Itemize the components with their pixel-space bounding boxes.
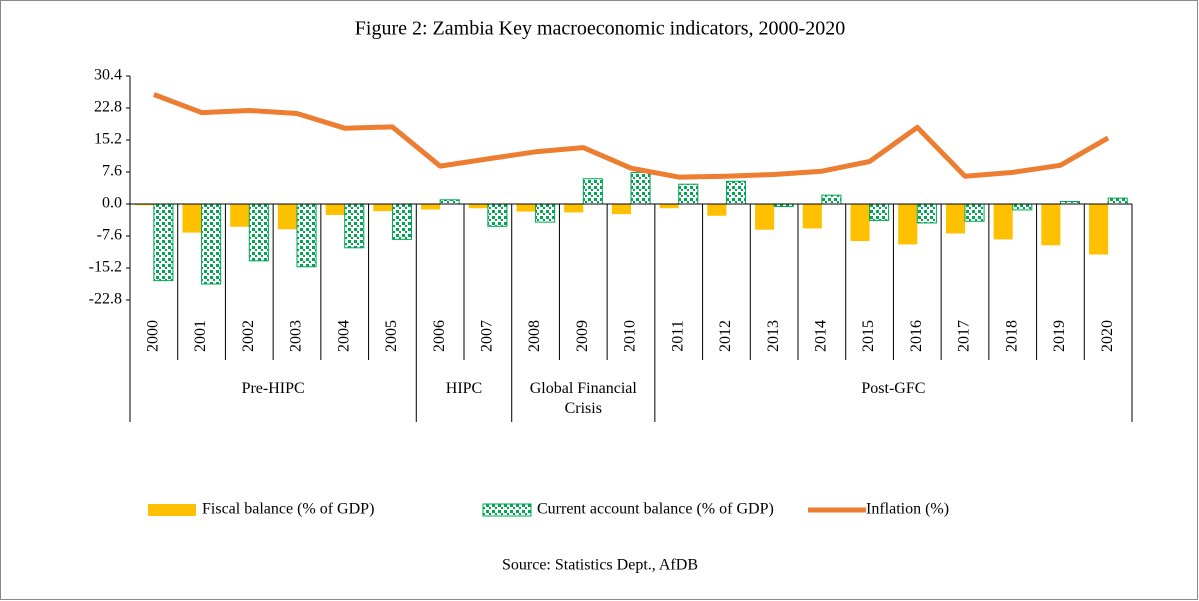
x-tick-label: 2009 bbox=[574, 320, 591, 352]
group-label-line: Global Financial bbox=[530, 380, 638, 397]
group-label-line: Pre-HIPC bbox=[242, 380, 305, 397]
bar bbox=[993, 204, 1013, 240]
bar bbox=[344, 203, 365, 249]
bar bbox=[391, 203, 413, 240]
bar bbox=[296, 203, 317, 268]
x-tick-label: 2019 bbox=[1051, 320, 1068, 352]
bar bbox=[1012, 203, 1033, 211]
legend-label: Fiscal balance (% of GDP) bbox=[202, 501, 374, 518]
x-tick-label: 2010 bbox=[622, 320, 639, 352]
bar bbox=[153, 203, 174, 282]
bar bbox=[277, 204, 297, 230]
bar bbox=[582, 178, 603, 205]
bar bbox=[898, 204, 918, 245]
x-tick-label: 2020 bbox=[1099, 320, 1116, 352]
bar bbox=[373, 204, 393, 212]
group-label-line: Crisis bbox=[565, 400, 602, 417]
bar bbox=[439, 199, 460, 205]
bar bbox=[945, 204, 965, 234]
bar bbox=[535, 203, 556, 223]
bar bbox=[201, 203, 222, 285]
bar bbox=[1089, 204, 1109, 255]
x-tick-label: 2011 bbox=[669, 320, 686, 351]
x-tick-label: 2006 bbox=[431, 320, 448, 352]
x-tick-label: 2013 bbox=[765, 320, 782, 352]
bar bbox=[468, 204, 488, 209]
chart-title: Figure 2: Zambia Key macroeconomic indic… bbox=[355, 18, 845, 40]
bar bbox=[230, 204, 250, 227]
bar bbox=[850, 204, 870, 242]
bar bbox=[1041, 204, 1061, 246]
group-label-line: HIPC bbox=[446, 380, 482, 397]
group-label: Pre-HIPC bbox=[242, 380, 305, 397]
y-tick-label: -15.2 bbox=[89, 259, 122, 276]
x-tick-label: 2007 bbox=[479, 320, 496, 352]
group-label: Post-GFC bbox=[861, 380, 925, 397]
source: Source: Statistics Dept., AfDB bbox=[502, 557, 698, 574]
x-tick-label: 2012 bbox=[717, 320, 734, 352]
y-tick-label: -7.6 bbox=[97, 227, 122, 244]
y-tick-label: 22.8 bbox=[94, 99, 122, 116]
group-label-line: Post-GFC bbox=[861, 380, 925, 397]
group-label: HIPC bbox=[446, 380, 482, 397]
line bbox=[153, 92, 1110, 180]
x-tick-label: 2005 bbox=[383, 320, 400, 352]
x-tick-label: 2017 bbox=[956, 320, 973, 352]
x-tick-label: 2004 bbox=[335, 320, 352, 352]
bar bbox=[869, 203, 890, 221]
x-tick-label: 2003 bbox=[288, 320, 305, 352]
y-tick-label: 0.0 bbox=[102, 195, 122, 212]
bar bbox=[725, 180, 747, 205]
bar bbox=[134, 204, 154, 206]
bar bbox=[659, 204, 679, 209]
group-label: Global Financial Crisis bbox=[530, 380, 638, 417]
x-tick-label: 2008 bbox=[526, 320, 543, 352]
legend-swatch bbox=[148, 504, 196, 516]
bar bbox=[707, 204, 727, 216]
bar bbox=[516, 204, 536, 212]
bar bbox=[916, 203, 937, 224]
bar bbox=[421, 204, 441, 210]
x-tick-label: 2015 bbox=[860, 320, 877, 352]
bar bbox=[564, 204, 584, 213]
y-tick-label: 15.2 bbox=[94, 131, 122, 148]
y-tick-label: 30.4 bbox=[94, 67, 122, 84]
x-tick-label: 2001 bbox=[192, 320, 209, 352]
bar bbox=[630, 171, 651, 205]
y-tick-label: -22.8 bbox=[89, 291, 122, 308]
bar bbox=[1107, 197, 1128, 205]
bar bbox=[487, 203, 508, 227]
x-tick-label: 2016 bbox=[908, 320, 925, 352]
bar bbox=[755, 204, 775, 230]
bar bbox=[678, 183, 699, 205]
bar bbox=[821, 194, 842, 205]
bar bbox=[802, 204, 822, 229]
bar bbox=[325, 204, 345, 215]
bar bbox=[182, 204, 202, 233]
x-tick-label: 2018 bbox=[1003, 320, 1020, 352]
x-tick-label: 2002 bbox=[240, 320, 257, 352]
bar bbox=[248, 203, 269, 262]
x-tick-label: 2014 bbox=[813, 320, 830, 352]
bar bbox=[964, 203, 985, 222]
y-tick-label: 7.6 bbox=[102, 163, 122, 180]
legend-label: Inflation (%) bbox=[866, 501, 949, 518]
bar bbox=[611, 204, 631, 215]
legend-label: Current account balance (% of GDP) bbox=[537, 501, 774, 518]
legend-swatch bbox=[482, 503, 532, 517]
x-tick-label: 2000 bbox=[145, 320, 162, 352]
